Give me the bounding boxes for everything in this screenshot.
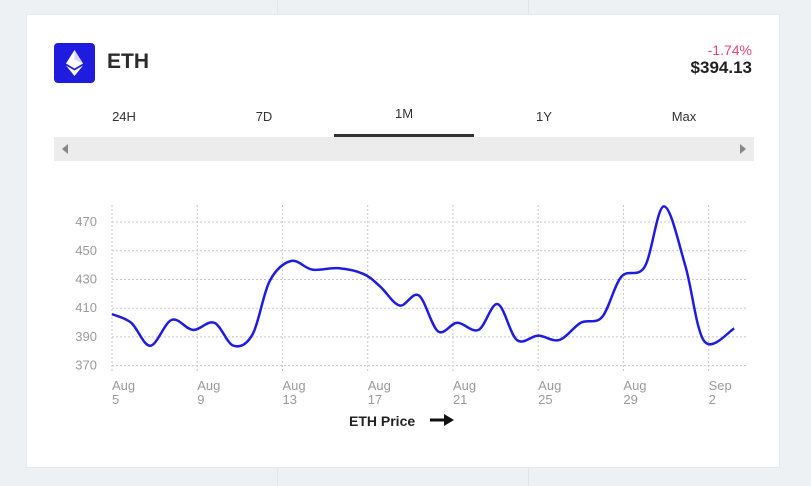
arrow-right-icon <box>429 413 454 431</box>
tab-max[interactable]: Max <box>671 109 697 124</box>
y-tick-label: 410 <box>75 300 97 315</box>
x-tick-label: 13 <box>282 392 296 407</box>
price-card: ETH -1.74% $394.13 24H 7D 1M 1Y Max 370 3… <box>26 14 780 468</box>
ethereum-icon <box>54 43 95 83</box>
x-tick-label: 17 <box>368 392 382 407</box>
current-price: $394.13 <box>690 58 752 77</box>
x-tick-label: Aug <box>197 378 220 393</box>
time-range-tabs: 24H 7D 1M 1Y Max <box>54 103 754 137</box>
x-tick-label: 21 <box>453 392 467 407</box>
coin-name: ETH <box>107 50 149 73</box>
y-tick-label: 450 <box>75 243 97 258</box>
x-tick-label: 9 <box>197 392 204 407</box>
scroll-right-icon[interactable] <box>740 144 746 154</box>
x-tick-label: 25 <box>538 392 552 407</box>
x-tick-label: Aug <box>112 378 135 393</box>
price-change: -1.74% <box>707 42 752 58</box>
x-tick-label: Aug <box>538 378 561 393</box>
scroll-left-icon[interactable] <box>62 144 68 154</box>
x-tick-label: 2 <box>709 392 716 407</box>
x-tick-label: Aug <box>282 378 305 393</box>
range-scrollbar[interactable] <box>54 137 754 161</box>
x-tick-label: Aug <box>623 378 646 393</box>
x-tick-label: 5 <box>112 392 119 407</box>
x-tick-label: Sep <box>709 378 732 393</box>
x-tick-label: Aug <box>453 378 476 393</box>
tab-24h[interactable]: 24H <box>112 109 136 124</box>
chart-legend[interactable]: ETH Price <box>349 413 454 431</box>
series-line <box>111 205 735 348</box>
legend-label: ETH Price <box>349 413 416 430</box>
y-tick-label: 370 <box>75 358 97 373</box>
tab-1y[interactable]: 1Y <box>536 109 552 124</box>
x-tick-label: 29 <box>623 392 637 407</box>
y-tick-label: 430 <box>75 271 97 286</box>
eth-price-chart: 370390410430450470Aug5Aug9Aug13Aug17Aug2… <box>75 205 747 407</box>
y-tick-label: 470 <box>75 214 97 229</box>
x-tick-label: Aug <box>368 378 391 393</box>
y-tick-label: 390 <box>75 329 97 344</box>
tab-1m[interactable]: 1M <box>334 103 474 137</box>
tab-7d[interactable]: 7D <box>255 109 273 124</box>
